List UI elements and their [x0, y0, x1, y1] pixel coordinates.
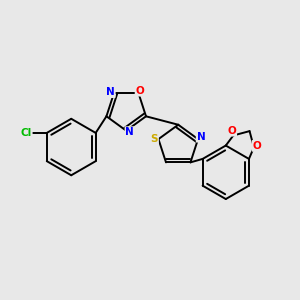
Text: S: S	[151, 134, 158, 144]
Text: O: O	[227, 126, 236, 136]
Text: N: N	[106, 87, 115, 97]
Text: Cl: Cl	[20, 128, 32, 138]
Text: O: O	[253, 141, 261, 151]
Text: N: N	[196, 132, 206, 142]
Text: O: O	[136, 86, 144, 96]
Text: N: N	[125, 127, 134, 137]
